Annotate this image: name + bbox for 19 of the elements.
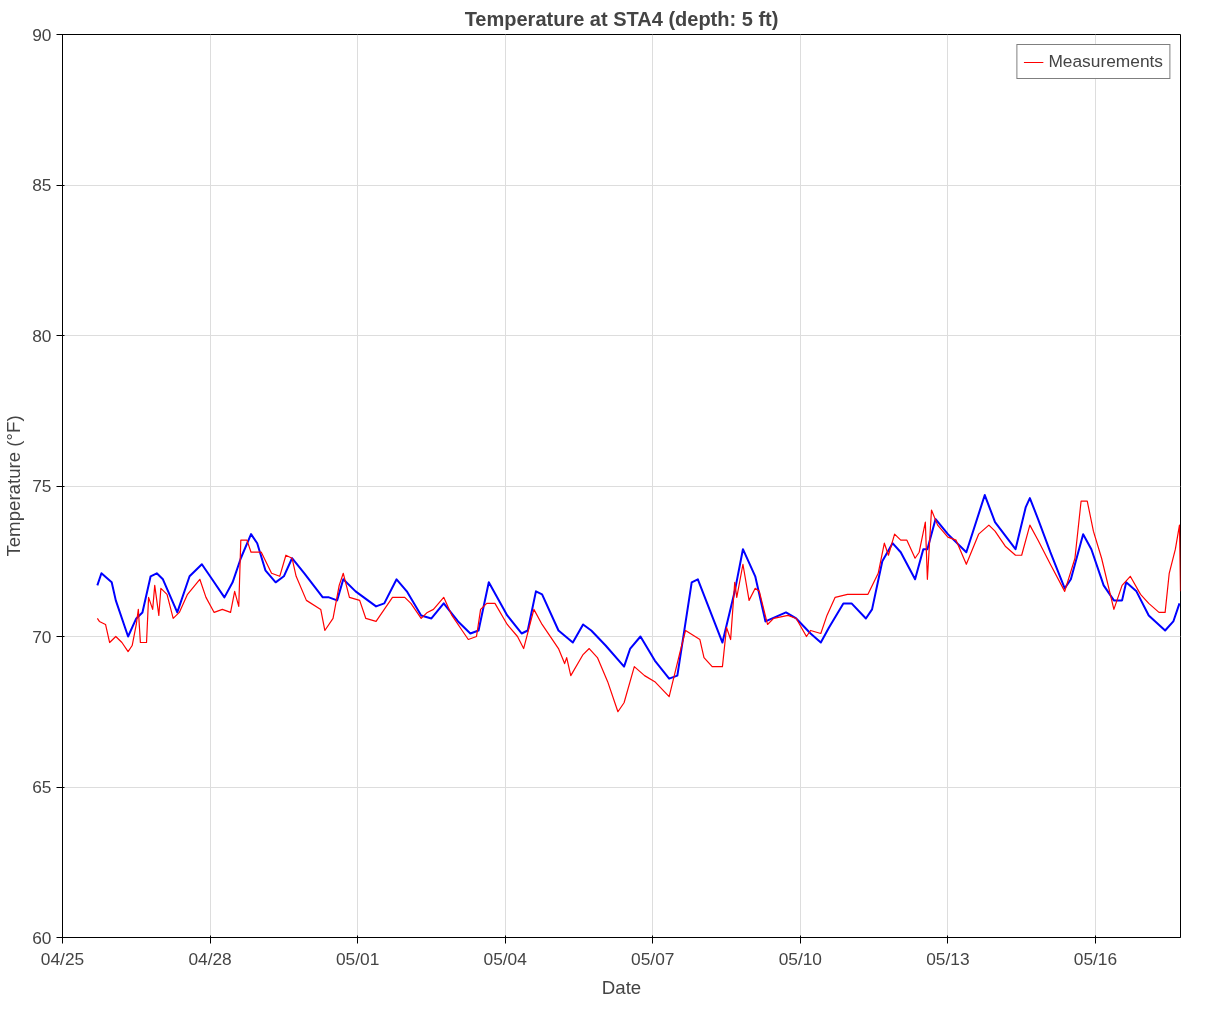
y-tick-label: 80 bbox=[32, 325, 52, 346]
legend-label: Measurements bbox=[1048, 51, 1163, 72]
x-tick-label: 05/07 bbox=[631, 948, 675, 969]
chart-title: Temperature at STA4 (depth: 5 ft) bbox=[464, 7, 779, 30]
y-tick-label: 90 bbox=[32, 24, 52, 45]
x-axis-title: Date bbox=[601, 976, 642, 998]
y-tick-label: 65 bbox=[32, 777, 52, 797]
y-tick-label: 85 bbox=[32, 175, 52, 195]
x-tick-label: 04/25 bbox=[40, 948, 85, 969]
x-tick-label: 05/10 bbox=[778, 948, 823, 969]
x-tick-label: 05/04 bbox=[483, 948, 528, 969]
y-axis-title: Temperature (°F) bbox=[3, 415, 25, 557]
y-tick-label: 60 bbox=[32, 927, 52, 948]
x-tick-label: 05/01 bbox=[335, 948, 380, 969]
y-tick-label: 70 bbox=[32, 626, 52, 647]
x-tick-label: 04/28 bbox=[188, 948, 232, 969]
x-tick-label: 05/16 bbox=[1073, 948, 1118, 969]
x-tick-label: 05/13 bbox=[926, 948, 970, 969]
y-tick-label: 75 bbox=[32, 476, 52, 496]
